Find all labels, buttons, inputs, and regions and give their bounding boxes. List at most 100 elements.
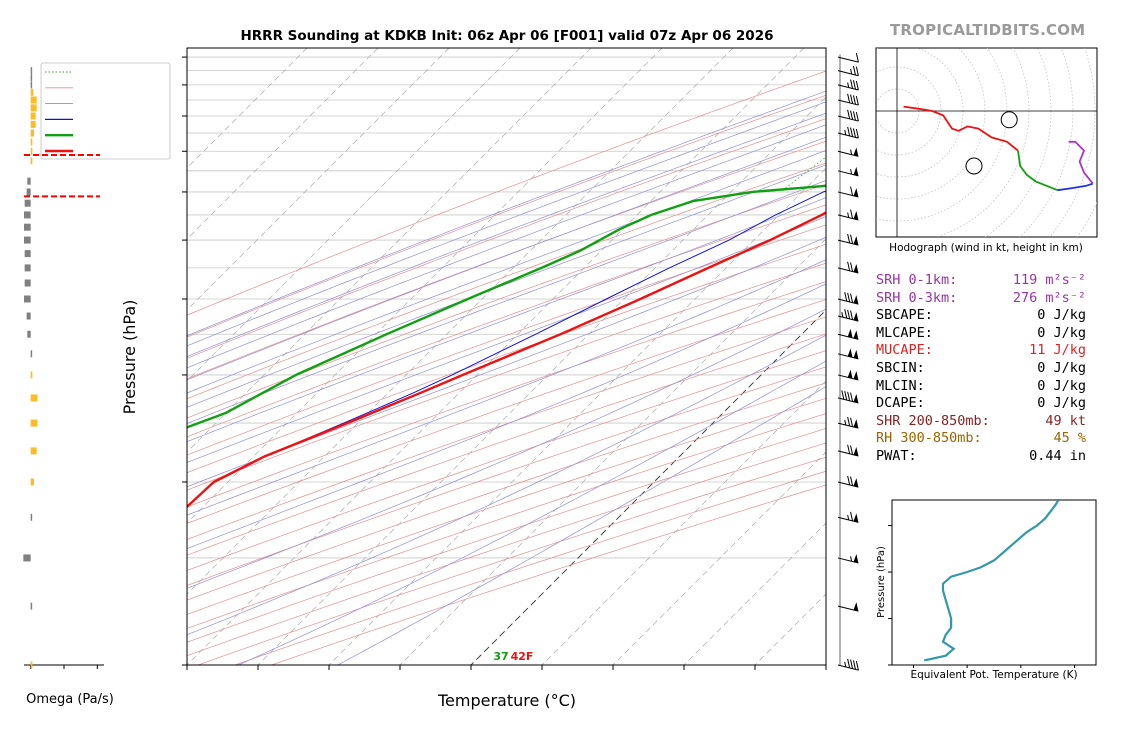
hodograph-trace (1017, 150, 1058, 192)
index-value: 0 J/kg (1037, 377, 1086, 394)
dry-adiabat (187, 243, 826, 474)
index-value: 49 kt (1045, 412, 1086, 429)
barb-full (852, 111, 856, 121)
wind-barb (837, 65, 859, 77)
y-axis-label: Pressure (hPa) (120, 300, 139, 415)
barb-staff (837, 56, 859, 63)
index-label: SRH 0-1km: (876, 272, 958, 288)
wind-barb (837, 166, 859, 177)
barb-full (847, 658, 851, 669)
isotherm-line (257, 96, 826, 665)
barb-half (844, 419, 847, 426)
dry-adiabat (187, 281, 826, 508)
theta-e-frame (891, 499, 1097, 666)
index-value: 0.44 in (1029, 448, 1086, 464)
barb-flag (847, 328, 853, 338)
barb-full (850, 511, 854, 521)
wind-barb (837, 475, 859, 488)
dry-adiabat (187, 366, 826, 586)
barb-full (841, 390, 845, 400)
barb-flag (853, 263, 859, 273)
storm-motion-marker (1000, 111, 1018, 129)
barb-half (847, 514, 850, 521)
hodograph (875, 47, 1098, 238)
hodograph-plot (876, 48, 1097, 237)
omega-bar (30, 120, 36, 128)
index-value: 0 J/kg (1037, 360, 1086, 376)
omega-bar (24, 250, 31, 258)
dry-adiabat (187, 70, 826, 316)
pseudoadiabat (187, 180, 826, 424)
omega-bar (24, 211, 31, 219)
theta-e-x-label: Equivalent Pot. Temperature (K) (910, 669, 1077, 681)
barb-flag (853, 147, 859, 157)
temperature-line (187, 211, 826, 509)
pseudoadiabat (187, 101, 826, 347)
barb-half (847, 212, 850, 218)
pseudoadiabat (187, 334, 826, 636)
barb-full (844, 292, 848, 302)
pseudoadiabat (187, 236, 826, 488)
wind-barb (837, 309, 859, 322)
barb-flag (853, 478, 859, 488)
barb-flag (853, 211, 859, 221)
index-value: 0 J/kg (1037, 324, 1086, 341)
barb-full (852, 660, 856, 670)
barb-flag (847, 348, 853, 358)
barb-flag (853, 371, 859, 381)
barb-flag (853, 236, 859, 246)
temperature-axis (186, 665, 827, 670)
barb-staff (837, 150, 859, 157)
hodograph-trace (1057, 182, 1094, 192)
barb-half (850, 169, 853, 175)
pseudoadiabat (187, 283, 826, 549)
barb-full (847, 261, 851, 271)
omega-bar (30, 67, 33, 75)
omega-bar (26, 312, 31, 320)
omega-bar (30, 112, 36, 120)
pseudoadiabat (187, 124, 826, 369)
index-value: 119 m²s⁻² (1012, 272, 1086, 288)
barb-full (850, 659, 854, 669)
omega-bar (30, 138, 33, 146)
barb-flag (853, 602, 859, 612)
barb-half (844, 661, 847, 668)
barb-full (855, 53, 859, 63)
site-brand: TROPICALTIDBITS.COM (890, 21, 1086, 39)
barb-staff (837, 170, 859, 177)
pseudoadiabat (187, 259, 826, 516)
omega-bar (30, 104, 37, 112)
wind-barb (837, 416, 859, 429)
index-value: 45 % (1053, 430, 1086, 447)
barb-full (850, 79, 854, 89)
dry-adiabat (187, 333, 826, 556)
omega-bar (30, 74, 33, 82)
barb-full (850, 445, 854, 455)
dry-adiabat (187, 94, 826, 338)
wind-barb (837, 93, 859, 106)
isotherm-line (187, 48, 734, 595)
omega-bar (24, 223, 31, 231)
omega-bar (24, 295, 31, 303)
dry-adiabat (187, 140, 826, 380)
omega-axis-label: Omega (Pa/s) (26, 692, 114, 707)
dry-adiabat (187, 350, 826, 571)
skewt-frame (186, 47, 827, 666)
pseudoadiabat (187, 112, 826, 357)
barb-staff (837, 298, 859, 305)
index-label: PWAT: (876, 448, 917, 464)
dry-adiabat (187, 204, 826, 438)
barb-staff (837, 481, 859, 488)
barb-full (850, 186, 854, 196)
dry-adiabat (187, 299, 826, 524)
dry-adiabat (187, 183, 826, 419)
hodograph-trace (903, 105, 1019, 152)
chart-title: HRRR Sounding at KDKB Init: 06z Apr 06 [… (240, 28, 773, 44)
hodograph-trace (1068, 140, 1094, 185)
barb-flag (853, 394, 859, 404)
dry-adiabat (187, 262, 826, 491)
omega-bar (30, 157, 33, 165)
isotherm-line (470, 309, 826, 665)
index-label: MLCIN: (876, 377, 925, 394)
barb-full (855, 129, 859, 139)
